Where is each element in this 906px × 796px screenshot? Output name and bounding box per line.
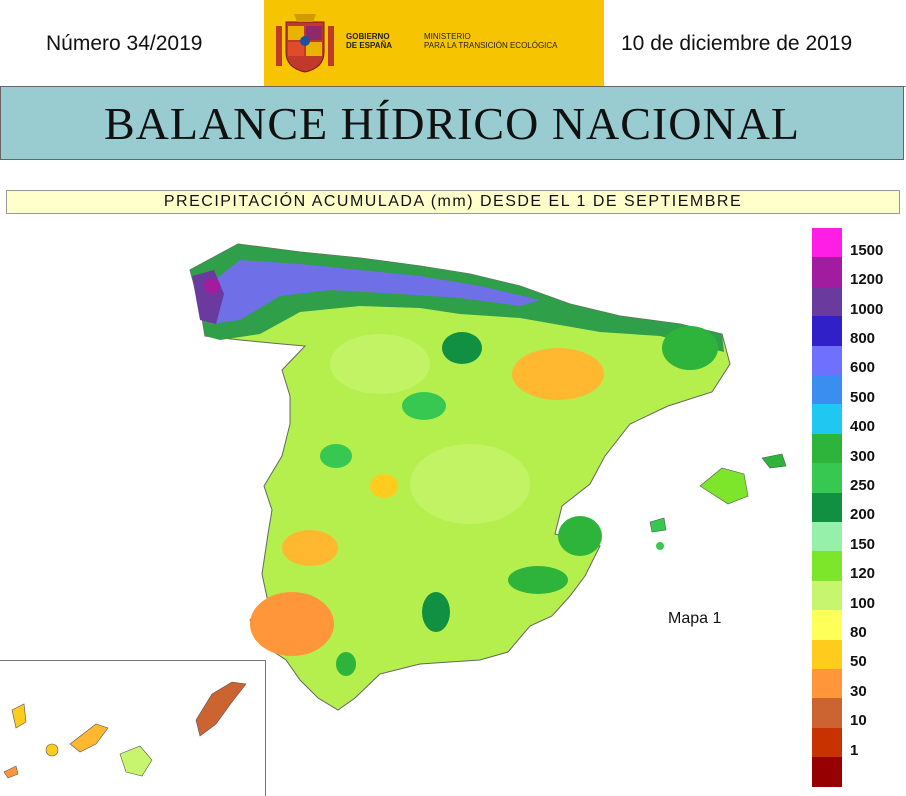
legend-label: 400 bbox=[850, 418, 876, 436]
ebro-dry-area bbox=[512, 348, 604, 400]
legend-swatch bbox=[812, 698, 842, 728]
legend-swatch bbox=[812, 286, 842, 317]
legend-swatch bbox=[812, 404, 842, 434]
legend-label: 50 bbox=[850, 653, 867, 671]
legend-label: 10 bbox=[850, 712, 867, 730]
legend-label: 1000 bbox=[850, 300, 884, 318]
legend-swatch bbox=[812, 669, 842, 699]
legend-swatch bbox=[812, 228, 842, 258]
legend-swatch bbox=[812, 433, 842, 464]
legend-label: 600 bbox=[850, 359, 876, 377]
legend-label: 100 bbox=[850, 594, 876, 612]
legend-swatch bbox=[812, 580, 842, 611]
logo-text-ministry: MINISTERIO PARA LA TRANSICIÓN ECOLÓGICA bbox=[424, 32, 558, 50]
legend-swatch bbox=[812, 610, 842, 640]
canary-islands bbox=[195, 681, 247, 737]
precipitation-map bbox=[3, 243, 787, 779]
legend-swatch bbox=[812, 639, 842, 669]
legend-label: 150 bbox=[850, 535, 876, 553]
page-title: BALANCE HÍDRICO NACIONAL bbox=[103, 98, 801, 149]
legend-swatch bbox=[812, 463, 842, 493]
legend-label: 30 bbox=[850, 682, 867, 700]
legend-label: 200 bbox=[850, 506, 876, 524]
legend-label: 250 bbox=[850, 476, 876, 494]
issue-number: Número 34/2019 bbox=[46, 32, 203, 55]
map-subtitle: PRECIPITACIÓN ACUMULADA (mm) DESDE EL 1 … bbox=[163, 193, 743, 210]
legend-swatch bbox=[812, 492, 842, 522]
coat-of-arms-icon bbox=[276, 14, 334, 73]
legend-label: 500 bbox=[850, 388, 876, 406]
title-bar: BALANCE HÍDRICO NACIONAL bbox=[0, 86, 904, 160]
bulletin-date: 10 de diciembre de 2019 bbox=[621, 32, 853, 55]
balearic-islands bbox=[699, 467, 749, 505]
legend-label: 1500 bbox=[850, 241, 884, 259]
government-logo: GOBIERNO DE ESPAÑA MINISTERIO PARA LA TR… bbox=[264, 0, 604, 86]
logo-text-government: GOBIERNO DE ESPAÑA bbox=[346, 32, 393, 50]
legend-label: 1 bbox=[850, 741, 859, 759]
legend-swatch bbox=[812, 316, 842, 346]
legend-swatch bbox=[812, 757, 842, 787]
legend-swatch bbox=[812, 257, 842, 287]
legend-swatch bbox=[812, 345, 842, 375]
legend-swatch bbox=[812, 375, 842, 405]
legend-label: 120 bbox=[850, 565, 876, 583]
subtitle-bar: PRECIPITACIÓN ACUMULADA (mm) DESDE EL 1 … bbox=[6, 190, 900, 214]
legend-label: 1200 bbox=[850, 271, 884, 289]
legend-label: 800 bbox=[850, 329, 876, 347]
bulletin-header: Número 34/2019 GOBIERNO DE ESPAÑA MINIST… bbox=[0, 0, 906, 87]
legend-label: 80 bbox=[850, 623, 867, 641]
canary-inset-frame bbox=[0, 660, 266, 796]
map-label: Mapa 1 bbox=[668, 610, 722, 627]
legend-swatch bbox=[812, 551, 842, 581]
legend-label: 300 bbox=[850, 447, 876, 465]
legend-swatch bbox=[812, 727, 842, 758]
legend-swatch bbox=[812, 522, 842, 552]
cantabric-band bbox=[205, 260, 540, 324]
